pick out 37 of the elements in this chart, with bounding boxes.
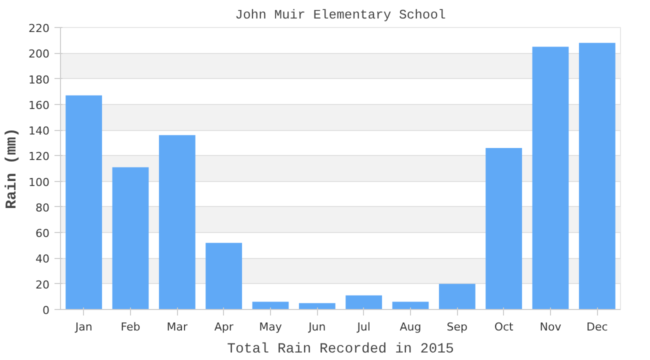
y-tick-label: 80	[36, 201, 50, 214]
bar	[532, 46, 569, 310]
x-tick-label: Jun	[308, 320, 326, 334]
x-tick-label: Jan	[74, 320, 92, 334]
bar	[206, 242, 242, 310]
y-axis-title: Rain (mm)	[4, 128, 21, 210]
chart-title: John Muir Elementary School	[235, 8, 446, 22]
x-tick-label: Oct	[494, 320, 514, 334]
bar	[112, 167, 149, 310]
bar	[158, 135, 196, 310]
bar	[578, 42, 616, 310]
x-tick-label: Jul	[356, 320, 370, 334]
y-tick-label: 20	[36, 278, 50, 292]
x-tick-label: Aug	[400, 320, 422, 334]
y-tick-label: 40	[36, 252, 50, 266]
y-tick-label: 140	[28, 124, 50, 138]
x-tick-label: Feb	[120, 320, 140, 334]
y-tick-label: 0	[42, 304, 50, 317]
y-tick-label: 200	[28, 48, 50, 61]
x-tick-label: Nov	[540, 320, 562, 334]
y-tick-label: 120	[28, 150, 50, 164]
y-tick-label: 60	[36, 227, 50, 240]
x-tick-label: Apr	[214, 320, 234, 334]
y-tick-label: 100	[28, 176, 50, 189]
x-tick-label: Sep	[446, 320, 468, 334]
x-tick-label: Dec	[586, 320, 608, 334]
bar	[346, 295, 382, 310]
bar	[66, 95, 102, 310]
x-axis-title: Total Rain Recorded in 2015	[227, 342, 454, 358]
x-tick-label: Mar	[166, 320, 188, 334]
y-tick-label: 180	[28, 73, 50, 86]
bar	[298, 303, 336, 310]
bar	[438, 284, 476, 310]
bar	[486, 148, 522, 310]
y-tick-label: 160	[28, 98, 50, 112]
x-tick-label: May	[259, 320, 282, 334]
y-tick-label: 220	[28, 22, 50, 35]
